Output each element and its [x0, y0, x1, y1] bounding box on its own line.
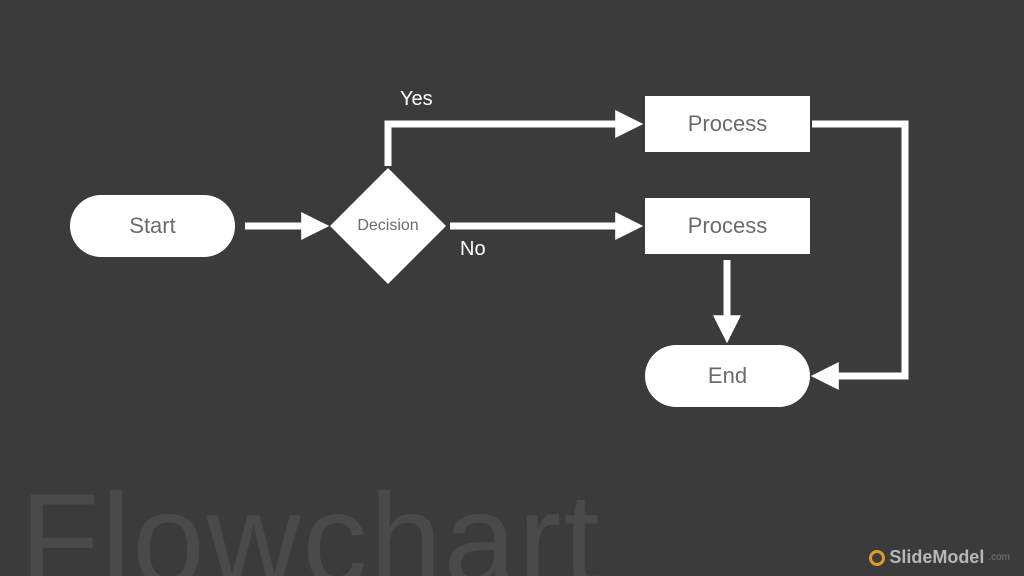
node-end: End — [645, 345, 810, 407]
node-process-yes-label: Process — [688, 111, 767, 137]
edge-label-decision-no-right: No — [460, 238, 486, 261]
flowchart-stage: Flowchart Start Decision Process Process… — [0, 0, 1024, 576]
node-end-label: End — [708, 363, 747, 389]
edge-process1-to-end — [812, 124, 905, 376]
edge-label-decision-yes-up: Yes — [400, 88, 433, 111]
edges-layer — [0, 0, 1024, 576]
node-start-label: Start — [129, 213, 175, 239]
edge-decision-yes-up — [388, 124, 632, 166]
watermark-text: SlideModel — [889, 547, 984, 568]
node-process-yes: Process — [645, 96, 810, 152]
node-process-no-label: Process — [688, 213, 767, 239]
node-decision-label-wrap: Decision — [330, 168, 446, 284]
node-process-no: Process — [645, 198, 810, 254]
node-decision: Decision — [330, 168, 446, 284]
watermark-ring-icon — [869, 550, 885, 566]
background-title: Flowchart — [20, 474, 601, 576]
node-start: Start — [70, 195, 235, 257]
watermark-sub: .com — [988, 552, 1010, 563]
watermark: SlideModel .com — [869, 547, 1010, 568]
node-decision-label: Decision — [357, 217, 418, 235]
